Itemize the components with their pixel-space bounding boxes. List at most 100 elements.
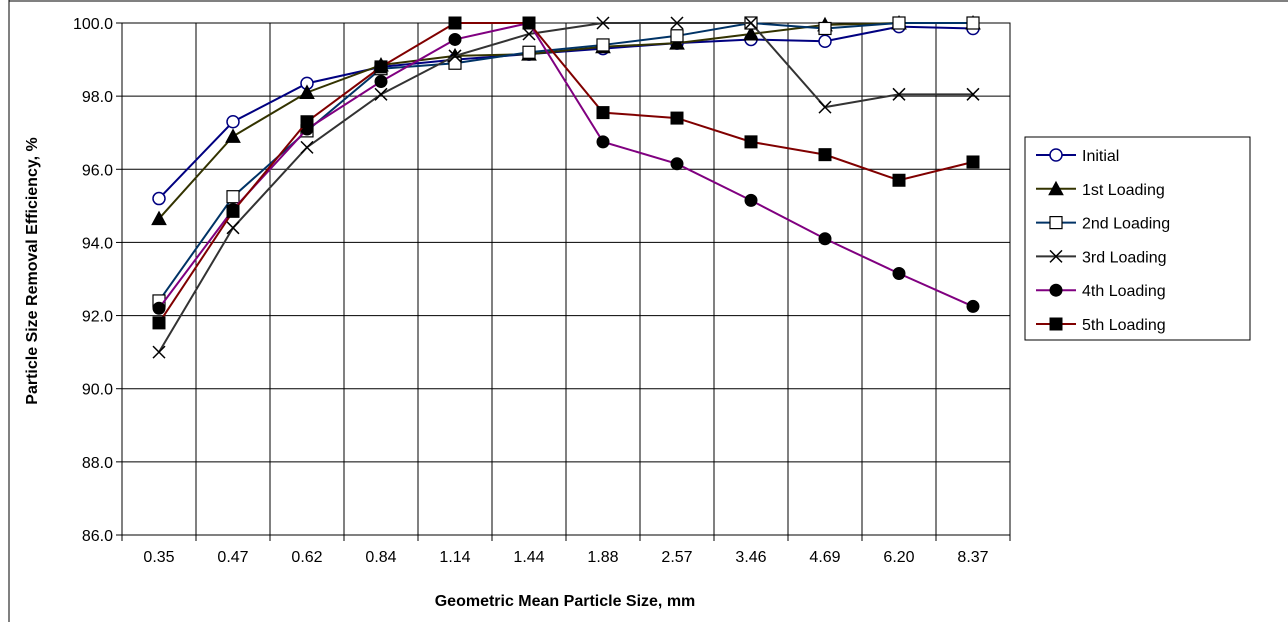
data-point [892, 173, 906, 187]
data-point [448, 56, 462, 70]
x-tick-label: 6.20 [883, 549, 914, 566]
data-point [299, 84, 315, 99]
legend-marker [1049, 148, 1063, 162]
data-point [596, 135, 610, 149]
data-point [151, 210, 167, 226]
data-point [966, 87, 980, 101]
data-point [522, 16, 536, 30]
legend-label: 2nd Loading [1082, 216, 1170, 233]
legend-item: Initial [1036, 148, 1119, 165]
x-tick-label: 1.44 [513, 549, 544, 566]
series-4 [152, 16, 980, 359]
x-tick-label: 3.46 [735, 549, 766, 566]
data-point [669, 35, 685, 50]
y-tick-label: 98.0 [82, 89, 113, 106]
data-point [818, 100, 832, 114]
data-point [448, 16, 462, 30]
data-point [226, 190, 240, 204]
data-point [300, 115, 314, 129]
data-point [226, 114, 240, 129]
data-point [226, 204, 240, 218]
legend-item: 4th Loading [1036, 283, 1166, 300]
legend-marker [1049, 249, 1063, 263]
data-point [596, 106, 610, 120]
data-point [892, 16, 906, 30]
x-tick-label: 1.88 [587, 549, 618, 566]
data-point [818, 21, 832, 36]
y-tick-label: 100.0 [73, 16, 113, 33]
legend-box [1024, 136, 1251, 341]
data-point [818, 148, 832, 162]
data-point [966, 16, 980, 30]
x-axis-title: Geometric Mean Particle Size, mm [435, 593, 696, 610]
data-point [744, 193, 758, 207]
legend-marker [1049, 283, 1063, 297]
data-point [374, 75, 388, 89]
x-tick-label: 4.69 [809, 549, 840, 566]
y-tick-label: 88.0 [82, 455, 113, 472]
data-point [152, 316, 166, 330]
data-point [670, 157, 684, 171]
legend-label: 3rd Loading [1082, 249, 1167, 266]
legend-marker [1049, 216, 1063, 230]
data-point [818, 34, 832, 49]
data-point [743, 25, 759, 41]
series-line [158, 22, 974, 324]
x-tick-label: 0.84 [365, 549, 396, 566]
data-point [152, 345, 166, 359]
legend-item: 3rd Loading [1036, 249, 1167, 266]
data-point [152, 191, 166, 206]
legend-label: 5th Loading [1082, 317, 1166, 334]
legend: Initial 1st Loading 2nd Loading 3rd Loading… [1024, 136, 1251, 341]
x-tick-label: 2.57 [661, 549, 692, 566]
data-point [966, 299, 980, 313]
series-line [158, 22, 973, 353]
series-line [158, 22, 973, 220]
legend-item: 2nd Loading [1036, 216, 1170, 233]
data-point [448, 49, 462, 63]
legend-item: 1st Loading [1036, 180, 1165, 199]
series-6 [152, 16, 980, 330]
x-tick-label: 0.62 [291, 549, 322, 566]
data-point [374, 87, 388, 101]
legend-label: Initial [1082, 148, 1119, 165]
data-point [744, 16, 758, 30]
x-tick-label: 8.37 [957, 549, 988, 566]
grid [122, 22, 1010, 536]
y-axis-ticks: 86.0 88.0 90.0 92.0 94.0 96.0 98.0 100.0 [73, 16, 122, 545]
legend-marker [1048, 180, 1064, 196]
data-point [892, 87, 906, 101]
data-point [966, 155, 980, 169]
data-point [596, 38, 610, 52]
data-point [670, 111, 684, 125]
data-point [226, 221, 240, 235]
y-tick-label: 86.0 [82, 528, 113, 545]
data-point [596, 16, 610, 30]
data-point [670, 29, 684, 43]
x-axis-ticks: 0.35 0.47 0.62 0.84 1.14 1.44 1.88 2.57 3.46 4.69… [121, 535, 1011, 566]
data-point [152, 301, 166, 315]
data-point [225, 128, 241, 143]
data-point [374, 60, 388, 74]
data-point [448, 32, 462, 46]
data-point [670, 16, 684, 30]
x-tick-label: 0.47 [217, 549, 248, 566]
x-tick-label: 0.35 [143, 549, 174, 566]
series-layer [151, 14, 981, 359]
x-tick-label: 1.14 [439, 549, 470, 566]
y-tick-label: 94.0 [82, 235, 113, 252]
legend-label: 1st Loading [1082, 182, 1165, 199]
series-line [158, 21, 974, 309]
legend-marker [1049, 317, 1063, 331]
data-point [300, 140, 314, 154]
y-tick-label: 92.0 [82, 309, 113, 326]
data-point [744, 135, 758, 149]
data-point [892, 267, 906, 281]
legend-label: 4th Loading [1082, 283, 1166, 300]
data-point [818, 232, 832, 246]
data-point [522, 45, 536, 59]
y-tick-label: 96.0 [82, 162, 113, 179]
y-axis-title: Particle Size Removal Efficiency, % [24, 137, 41, 404]
legend-item: 5th Loading [1036, 317, 1166, 334]
